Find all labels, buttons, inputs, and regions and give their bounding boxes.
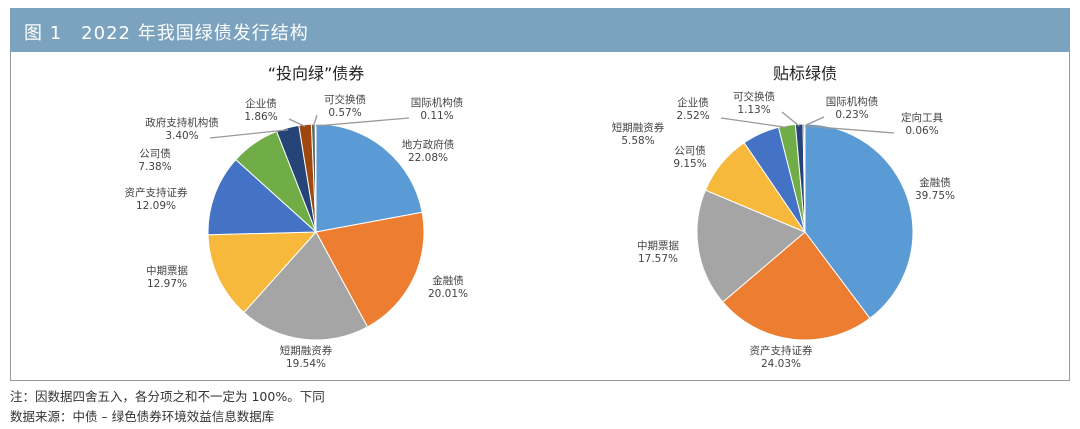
slice-category: 公司债 bbox=[139, 148, 171, 160]
pie-slice bbox=[207, 158, 318, 236]
leader-line bbox=[720, 117, 788, 129]
slice-value: 0.06% bbox=[905, 125, 939, 137]
slice-label: 金融债 20.01% bbox=[428, 275, 468, 301]
slice-category: 中期票据 bbox=[637, 240, 679, 252]
slice-label: 国际机构债 0.11% bbox=[411, 97, 464, 123]
slice-value: 7.38% bbox=[138, 161, 172, 173]
leader-line bbox=[781, 111, 800, 127]
slice-label: 国际机构债 0.23% bbox=[826, 96, 879, 122]
slice-value: 0.11% bbox=[420, 110, 454, 122]
slice-value: 20.01% bbox=[427, 288, 469, 300]
slice-category: 中期票据 bbox=[146, 265, 188, 277]
slice-category: 企业债 bbox=[677, 97, 709, 109]
slice-value: 2.52% bbox=[676, 110, 710, 122]
slice-label: 定向工具 0.06% bbox=[901, 112, 943, 138]
slice-label: 短期融资券 19.54% bbox=[280, 345, 333, 371]
pie-slice bbox=[314, 123, 317, 233]
leader-line bbox=[312, 114, 318, 127]
slice-value: 0.23% bbox=[835, 109, 869, 121]
leader-line bbox=[803, 116, 825, 127]
slice-value: 39.75% bbox=[914, 190, 956, 202]
slice-label: 企业债 1.86% bbox=[244, 98, 277, 124]
slice-category: 短期融资券 bbox=[279, 345, 333, 357]
figure-header: 图 1 2022 年我国绿债发行结构 bbox=[10, 8, 1070, 52]
leader-line bbox=[315, 117, 410, 127]
slice-value: 19.54% bbox=[285, 358, 327, 370]
slice-value: 0.57% bbox=[328, 107, 362, 119]
slice-category: 资产支持证券 bbox=[124, 187, 188, 199]
slice-label: 资产支持证券 24.03% bbox=[750, 345, 813, 371]
slice-category: 可交换债 bbox=[733, 91, 775, 103]
slice-category: 金融债 bbox=[432, 275, 464, 287]
slice-category: 定向工具 bbox=[901, 112, 943, 124]
chart-title-left: “投向绿”债券 bbox=[267, 64, 365, 83]
slice-value: 24.03% bbox=[760, 358, 802, 370]
leader-line bbox=[804, 125, 895, 134]
slice-label: 公司债 7.38% bbox=[138, 148, 171, 174]
leader-line bbox=[288, 118, 306, 128]
pie-slice bbox=[696, 189, 806, 303]
pie-slice bbox=[315, 211, 425, 328]
slice-label: 短期融资券 5.58% bbox=[612, 122, 665, 148]
pie-slice bbox=[243, 231, 369, 341]
slice-value: 22.08% bbox=[407, 152, 449, 164]
slice-label: 公司债 9.15% bbox=[673, 145, 706, 171]
slice-category: 资产支持证券 bbox=[749, 345, 813, 357]
slice-value: 12.09% bbox=[135, 200, 177, 212]
chart-panel bbox=[10, 52, 1070, 381]
pie-slice bbox=[207, 231, 318, 314]
slice-label: 可交换债 0.57% bbox=[324, 94, 366, 120]
figure-title: 图 1 2022 年我国绿债发行结构 bbox=[24, 23, 309, 44]
data-source: 数据来源：中债 – 绿色债券环境效益信息数据库 bbox=[10, 409, 275, 424]
slice-label: 政府支持机构债 3.40% bbox=[145, 117, 219, 143]
slice-category: 企业债 bbox=[245, 98, 277, 110]
slice-value: 9.15% bbox=[673, 158, 707, 170]
slice-category: 国际机构债 bbox=[825, 96, 879, 108]
slice-category: 政府支持机构债 bbox=[145, 117, 219, 129]
slice-label: 金融债 39.75% bbox=[915, 177, 955, 203]
slice-value: 1.86% bbox=[244, 111, 278, 123]
slice-label: 资产支持证券 12.09% bbox=[125, 187, 188, 213]
slice-value: 17.57% bbox=[637, 253, 679, 265]
slice-label: 中期票据 12.97% bbox=[146, 265, 188, 291]
pie-slice bbox=[722, 231, 871, 341]
slice-value: 12.97% bbox=[146, 278, 188, 290]
slice-label: 可交换债 1.13% bbox=[733, 91, 775, 117]
slice-label: 地方政府债 22.08% bbox=[402, 139, 455, 165]
slice-category: 地方政府债 bbox=[401, 139, 455, 151]
slice-category: 公司债 bbox=[674, 145, 706, 157]
chart-title-right: 贴标绿债 bbox=[772, 64, 838, 83]
slice-category: 可交换债 bbox=[324, 94, 366, 106]
footnote: 注：因数据四舍五入，各分项之和不一定为 100%。下同 bbox=[10, 389, 325, 404]
slice-label: 中期票据 17.57% bbox=[637, 240, 679, 266]
slice-value: 1.13% bbox=[737, 104, 771, 116]
slice-category: 金融债 bbox=[919, 177, 951, 189]
leader-line bbox=[209, 129, 289, 139]
slice-category: 国际机构债 bbox=[410, 97, 464, 109]
slice-value: 3.40% bbox=[165, 130, 199, 142]
slice-label: 企业债 2.52% bbox=[676, 97, 709, 123]
slice-value: 5.58% bbox=[621, 135, 655, 147]
slice-category: 短期融资券 bbox=[611, 122, 665, 134]
